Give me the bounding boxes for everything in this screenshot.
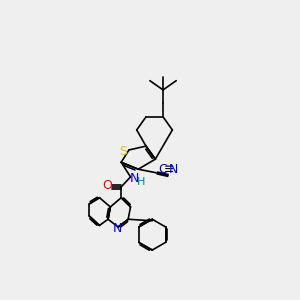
Text: N: N (130, 172, 139, 185)
Text: N: N (112, 222, 122, 235)
Text: H: H (136, 176, 145, 187)
Text: ≡: ≡ (163, 164, 174, 176)
Text: N: N (169, 164, 178, 176)
Text: C: C (159, 164, 167, 176)
Text: S: S (119, 145, 128, 158)
Text: O: O (102, 179, 112, 192)
